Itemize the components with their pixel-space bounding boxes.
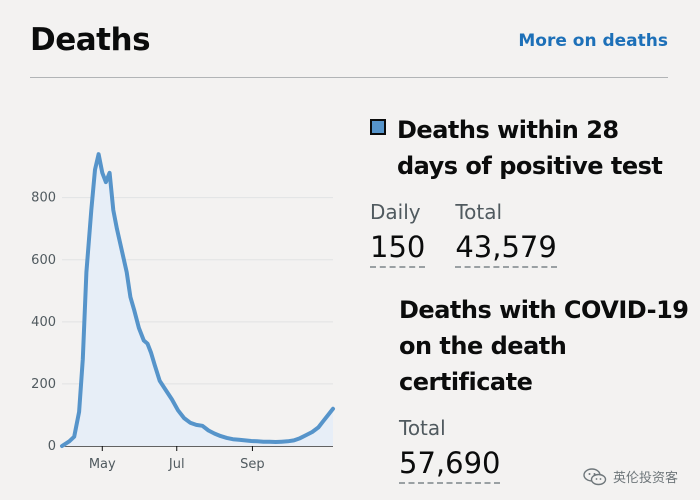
daily-label: Daily [370, 200, 421, 224]
total-value[interactable]: 57,690 [399, 446, 501, 484]
daily-stat: Daily 150 [370, 200, 426, 268]
metric-title: Deaths within 28 days of positive test [397, 116, 663, 180]
total-stat: Total 43,579 [455, 200, 557, 268]
metric-deaths-certificate: Deaths with COVID-19 on the death certif… [399, 292, 689, 484]
legend-swatch [370, 119, 386, 135]
y-tick-label: 800 [31, 191, 56, 206]
series-line [60, 152, 335, 448]
total-value[interactable]: 43,579 [455, 230, 557, 268]
page-title: Deaths [30, 22, 151, 58]
watermark: 英伦投资客 [583, 467, 678, 486]
area-fill [62, 154, 333, 446]
metric-stats: Total 57,690 [399, 416, 689, 484]
x-tick-label: Jul [168, 457, 185, 472]
watermark-text: 英伦投资客 [612, 471, 678, 486]
deaths-chart: 0 200 400 600 800 May Jul Sep [31, 152, 335, 472]
x-tick-label: May [89, 457, 116, 472]
metric-title: Deaths with COVID-19 on the death certif… [399, 296, 689, 396]
x-tick-label: Sep [240, 457, 265, 472]
total-stat: Total 57,690 [399, 416, 501, 484]
header-divider [30, 77, 668, 78]
metric-deaths-28-days: Deaths within 28 days of positive test D… [370, 112, 670, 268]
y-tick-label: 400 [31, 315, 56, 330]
total-label: Total [399, 416, 446, 440]
total-label: Total [455, 200, 503, 224]
metric-stats: Daily 150 Total 43,579 [370, 200, 670, 268]
y-tick-label: 600 [31, 253, 56, 268]
more-on-deaths-link[interactable]: More on deaths [518, 31, 668, 51]
daily-value[interactable]: 150 [370, 230, 426, 268]
wechat-icon [583, 467, 607, 485]
y-tick-label: 200 [31, 377, 56, 392]
y-tick-label: 0 [48, 439, 56, 454]
